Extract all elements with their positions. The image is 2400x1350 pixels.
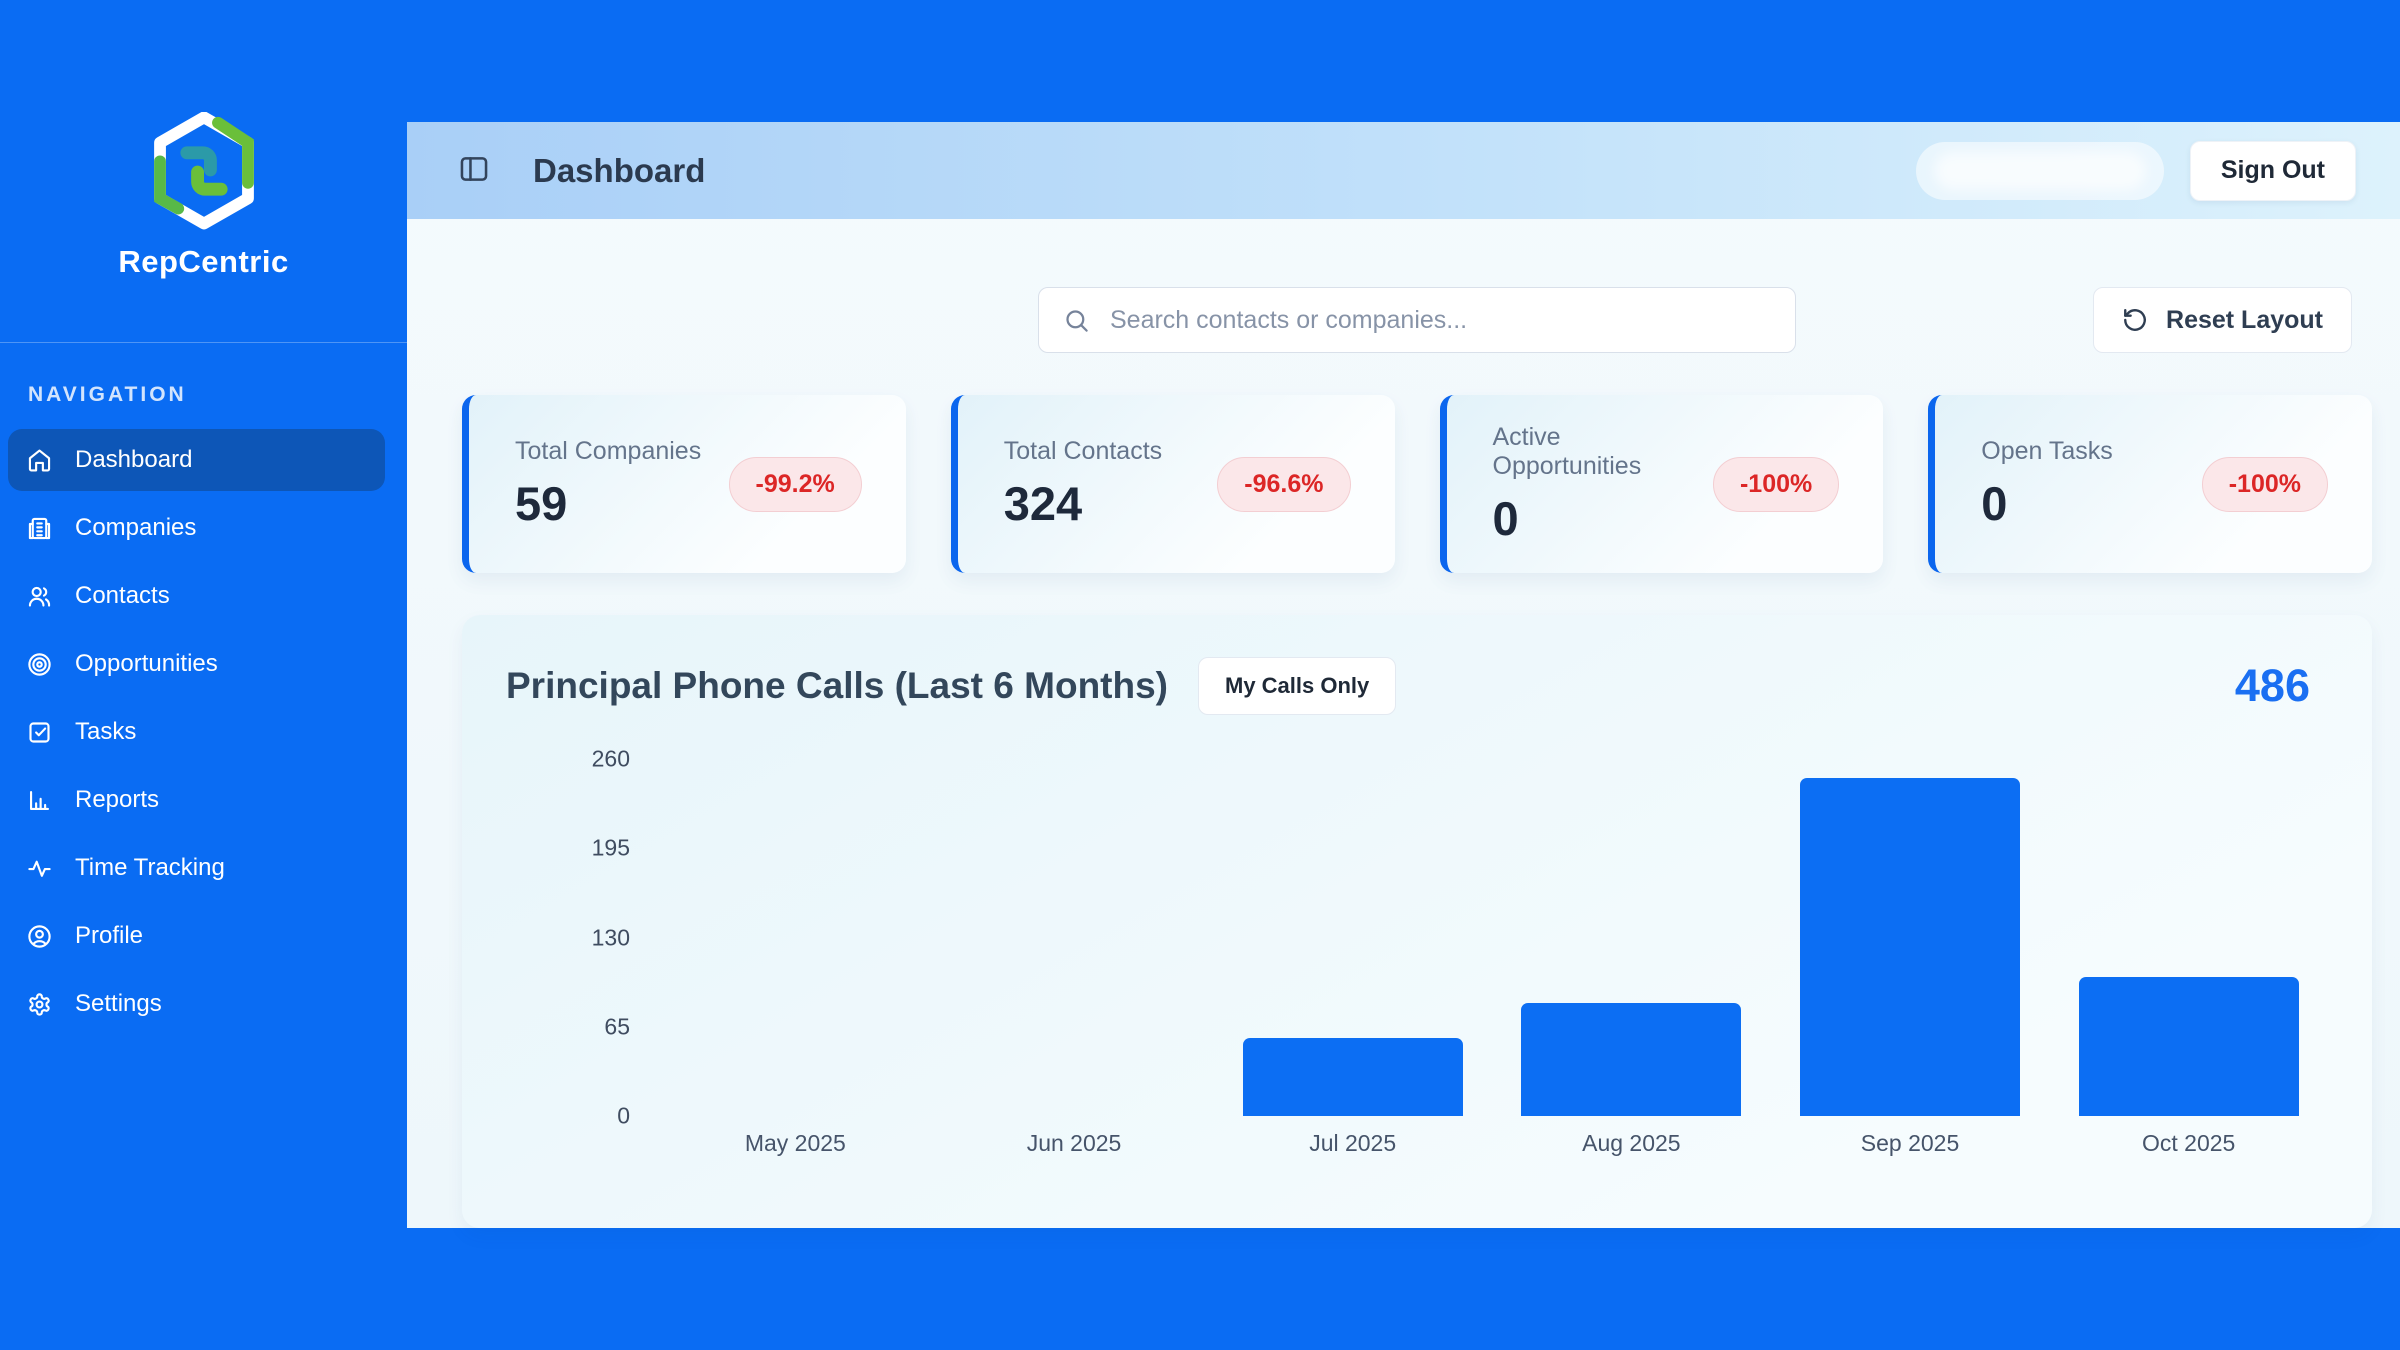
y-axis-tick-label: 130 [591, 924, 630, 950]
stat-label: Open Tasks [1981, 437, 2113, 465]
x-axis-tick-label: May 2025 [744, 1130, 846, 1156]
bar-jul-2025 [1242, 1037, 1463, 1116]
sidebar-item-tasks[interactable]: Tasks [8, 701, 385, 763]
plot-area [656, 759, 2328, 1116]
search-icon [1066, 309, 1088, 332]
nav-section-label: NAVIGATION [28, 383, 187, 406]
x-axis-tick-label: Jul 2025 [1309, 1130, 1397, 1156]
x-axis-tick-label: Jun 2025 [1026, 1130, 1122, 1156]
sidebar-item-label: Opportunities [75, 650, 218, 677]
x-axis-tick-label: Sep 2025 [1860, 1130, 1960, 1156]
bar-slot-aug-2025 [1492, 759, 1771, 1116]
sidebar-item-label: Tasks [75, 718, 137, 745]
sidebar-item-settings[interactable]: Settings [8, 973, 385, 1035]
sidebar-item-label: Reports [75, 786, 160, 813]
stat-value: 59 [515, 477, 568, 530]
sidebar-item-reports[interactable]: Reports [8, 769, 385, 831]
search-box [1038, 287, 1796, 353]
sidebar-item-profile[interactable]: Profile [8, 905, 385, 967]
panel-left-icon [460, 157, 488, 181]
brand-logo: RepCentric [0, 0, 407, 280]
stat-delta-badge: -99.2% [728, 456, 862, 512]
chart-header: Principal Phone Calls (Last 6 Months) My… [506, 657, 2328, 715]
gear-icon [26, 991, 53, 1018]
bar-slot-sep-2025 [1771, 759, 2050, 1116]
sidebar-toggle-button[interactable] [455, 152, 493, 190]
stat-delta-badge: -96.6% [1217, 456, 1351, 512]
sidebar-item-label: Dashboard [75, 446, 193, 473]
sidebar-item-label: Companies [75, 514, 197, 541]
stat-card-total-companies: Total Companies 59 -99.2% [462, 395, 906, 573]
stat-card-total-contacts: Total Contacts 324 -96.6% [950, 395, 1395, 573]
stat-card-open-tasks: Open Tasks 0 -100% [1928, 395, 2372, 573]
user-circle-icon [26, 923, 53, 950]
stat-value: 0 [1492, 491, 1519, 545]
check-square-icon [26, 719, 53, 746]
stat-delta-badge: -100% [2201, 456, 2328, 512]
x-axis-tick-label: Oct 2025 [2142, 1130, 2236, 1156]
target-icon [26, 651, 53, 678]
bar-aug-2025 [1521, 1003, 1742, 1116]
bar-oct-2025 [2078, 977, 2299, 1116]
y-axis-tick-label: 260 [591, 745, 630, 772]
users-icon [26, 583, 53, 610]
repcentric-hexagon-logo-icon [153, 112, 254, 230]
stat-label: Total Contacts [1003, 437, 1163, 465]
reset-layout-label: Reset Layout [2166, 305, 2323, 334]
sign-out-button[interactable]: Sign Out [2189, 140, 2356, 201]
sidebar-item-time-tracking[interactable]: Time Tracking [8, 837, 385, 899]
bar-slot-jun-2025 [935, 759, 1214, 1116]
bar-slot-jul-2025 [1213, 759, 1492, 1116]
activity-icon [26, 855, 53, 882]
sidebar-item-opportunities[interactable]: Opportunities [8, 633, 385, 695]
stat-card-active-opportunities: Active Opportunities 0 -100% [1439, 395, 1884, 573]
sidebar-item-dashboard[interactable]: Dashboard [8, 429, 385, 491]
page-title: Dashboard [533, 151, 706, 189]
stat-value: 324 [1003, 477, 1083, 530]
sidebar: RepCentric NAVIGATION Dashboard Companies… [0, 0, 407, 1350]
chart-title: Principal Phone Calls (Last 6 Months) [506, 665, 1168, 706]
x-axis: May 2025 Jun 2025 Jul 2025 Aug 2025 Sep 2025… [656, 1130, 2328, 1157]
chart-total-count: 486 [2234, 660, 2310, 711]
sidebar-item-label: Contacts [75, 582, 170, 609]
y-axis-tick-label: 0 [617, 1102, 630, 1129]
stat-cards-row: Total Companies 59 -99.2% Total Contacts… [462, 395, 2372, 573]
y-axis-tick-label: 65 [604, 1013, 630, 1040]
user-email-pill-redacted [1915, 141, 2164, 200]
search-input[interactable] [1110, 305, 1771, 335]
bar-slot-may-2025 [656, 759, 935, 1116]
bar-slot-oct-2025 [2049, 759, 2328, 1116]
reset-layout-button[interactable]: Reset Layout [2093, 287, 2352, 353]
main-content: Dashboard Sign Out Reset Layout [407, 122, 2400, 1228]
building-icon [26, 515, 53, 542]
x-axis-tick-label: Aug 2025 [1582, 1130, 1681, 1156]
sidebar-item-companies[interactable]: Companies [8, 497, 385, 559]
sidebar-nav: Dashboard Companies Contacts Opportunities T… [0, 429, 407, 1035]
y-axis: 260 195 130 65 0 [506, 746, 656, 1129]
toolbar-row: Reset Layout [462, 287, 2372, 353]
sidebar-item-contacts[interactable]: Contacts [8, 565, 385, 627]
dashboard-body: Reset Layout Total Companies 59 -99.2% T… [407, 219, 2400, 1228]
sidebar-divider [0, 342, 407, 343]
main-header: Dashboard Sign Out [407, 122, 2400, 219]
bar-chart-icon [26, 787, 53, 814]
y-axis-tick-label: 195 [591, 834, 630, 861]
stat-label: Total Companies [515, 437, 702, 465]
sidebar-item-label: Settings [75, 990, 162, 1017]
my-calls-only-button[interactable]: My Calls Only [1198, 657, 1397, 715]
bar-chart-plot: 260 195 130 65 0 [506, 746, 2328, 1129]
brand-name: RepCentric [118, 244, 289, 279]
sidebar-item-label: Profile [75, 922, 144, 949]
sidebar-item-label: Time Tracking [75, 854, 225, 881]
home-icon [26, 447, 53, 474]
bar-sep-2025 [1799, 778, 2021, 1116]
stat-label: Active Opportunities [1492, 422, 1642, 480]
rotate-ccw-icon [2124, 309, 2146, 331]
phone-calls-chart-card: Principal Phone Calls (Last 6 Months) My… [462, 615, 2372, 1228]
stat-delta-badge: -100% [1712, 456, 1840, 512]
stat-value: 0 [1981, 477, 2008, 530]
